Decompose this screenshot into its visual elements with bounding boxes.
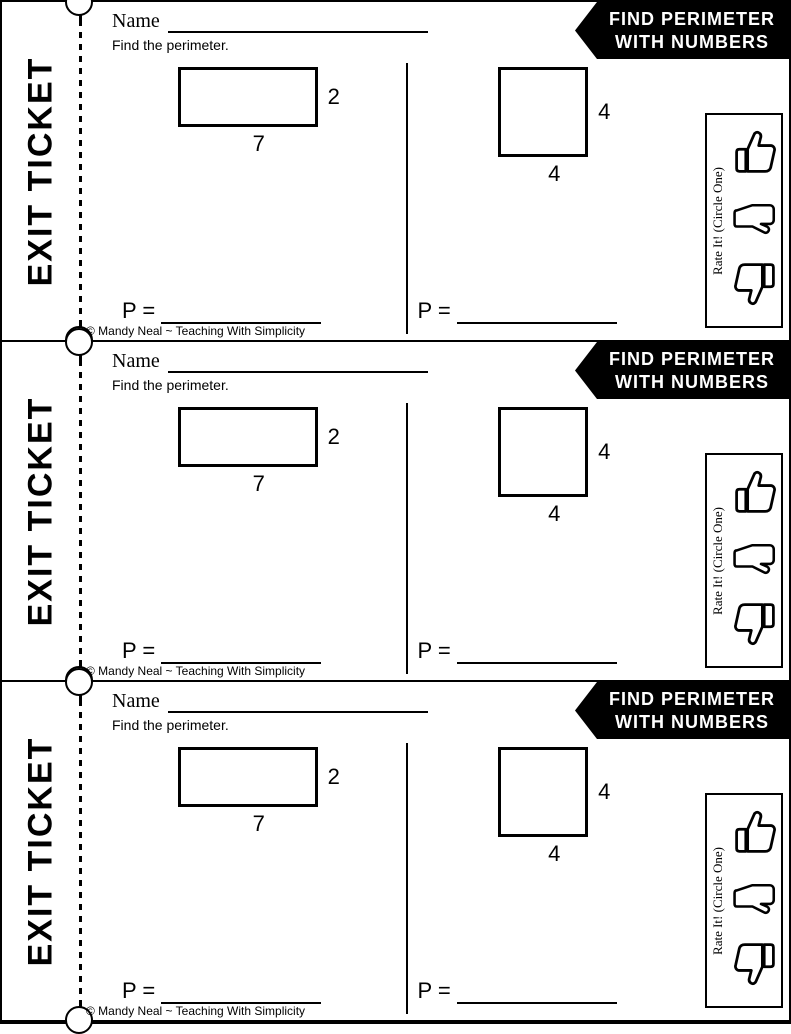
banner-line1: FIND PERIMETER: [609, 8, 775, 31]
problem-1: 2 7 P =: [112, 403, 406, 674]
rate-it-label-wrap: Rate It! (Circle One): [707, 455, 729, 666]
title-banner: FIND PERIMETER WITH NUMBERS: [575, 2, 789, 59]
answer-row: P =: [418, 298, 617, 324]
rate-it-label-wrap: Rate It! (Circle One): [707, 795, 729, 1006]
banner-line1: FIND PERIMETER: [609, 688, 775, 711]
ticket-stub: EXIT TICKET: [2, 2, 82, 340]
answer-prefix: P =: [418, 638, 451, 664]
dim-width: 4: [498, 841, 610, 867]
answer-row: P =: [122, 978, 321, 1004]
dim-height: 2: [328, 764, 340, 790]
answer-prefix: P =: [418, 298, 451, 324]
problems-area: 2 7 P = 4 4: [112, 743, 701, 1014]
thumbs-up-icon[interactable]: [732, 807, 778, 862]
dim-height: 4: [598, 439, 610, 465]
exit-ticket: EXIT TICKET FIND PERIMETER WITH NUMBERS …: [2, 342, 789, 682]
ticket-stub: EXIT TICKET: [2, 342, 82, 680]
rectangle-shape: [178, 747, 318, 807]
banner-line2: WITH NUMBERS: [609, 31, 775, 54]
thumbs-side-icon[interactable]: [732, 873, 778, 928]
square-shape: [498, 747, 588, 837]
ticket-stub: EXIT TICKET: [2, 682, 82, 1020]
ticket-content: FIND PERIMETER WITH NUMBERS Name Find th…: [82, 682, 789, 1020]
problem-1: 2 7 P =: [112, 743, 406, 1014]
answer-input-line[interactable]: [457, 642, 617, 664]
problem-2: 4 4 P =: [406, 63, 702, 334]
name-input-line[interactable]: [168, 11, 428, 33]
dim-height: 2: [328, 84, 340, 110]
dim-width: 7: [178, 131, 340, 157]
answer-row: P =: [418, 978, 617, 1004]
problem-1: 2 7 P =: [112, 63, 406, 334]
problem-2: 4 4 P =: [406, 743, 702, 1014]
answer-input-line[interactable]: [161, 982, 321, 1004]
name-label: Name: [112, 350, 160, 373]
stub-title: EXIT TICKET: [21, 396, 60, 626]
ticket-content: FIND PERIMETER WITH NUMBERS Name Find th…: [82, 342, 789, 680]
answer-prefix: P =: [418, 978, 451, 1004]
answer-input-line[interactable]: [161, 302, 321, 324]
answer-input-line[interactable]: [457, 982, 617, 1004]
answer-prefix: P =: [122, 638, 155, 664]
rectangle-shape: [178, 407, 318, 467]
name-label: Name: [112, 10, 160, 33]
thumbs-up-icon[interactable]: [732, 127, 778, 182]
copyright-text: © Mandy Neal ~ Teaching With Simplicity: [86, 324, 305, 338]
answer-input-line[interactable]: [457, 302, 617, 324]
exit-ticket: EXIT TICKET FIND PERIMETER WITH NUMBERS …: [2, 682, 789, 1022]
stub-title: EXIT TICKET: [21, 736, 60, 966]
rectangle-shape: [178, 67, 318, 127]
dim-width: 4: [498, 161, 610, 187]
problems-area: 2 7 P = 4 4: [112, 63, 701, 334]
copyright-text: © Mandy Neal ~ Teaching With Simplicity: [86, 1004, 305, 1018]
stub-title: EXIT TICKET: [21, 56, 60, 286]
rate-it-label: Rate It! (Circle One): [710, 507, 726, 615]
rate-it-label: Rate It! (Circle One): [710, 847, 726, 955]
rate-it-box: Rate It! (Circle One): [705, 793, 783, 1008]
rate-it-label-wrap: Rate It! (Circle One): [707, 115, 729, 326]
ticket-content: FIND PERIMETER WITH NUMBERS Name Find th…: [82, 2, 789, 340]
square-shape: [498, 407, 588, 497]
dim-width: 7: [178, 471, 340, 497]
dim-height: 4: [598, 99, 610, 125]
dim-height: 2: [328, 424, 340, 450]
title-banner: FIND PERIMETER WITH NUMBERS: [575, 682, 789, 739]
answer-row: P =: [418, 638, 617, 664]
title-banner: FIND PERIMETER WITH NUMBERS: [575, 342, 789, 399]
rate-it-box: Rate It! (Circle One): [705, 113, 783, 328]
thumbs-down-icon[interactable]: [732, 599, 778, 654]
square-shape: [498, 67, 588, 157]
banner-line2: WITH NUMBERS: [609, 711, 775, 734]
answer-prefix: P =: [122, 298, 155, 324]
answer-input-line[interactable]: [161, 642, 321, 664]
dim-width: 4: [498, 501, 610, 527]
banner-line1: FIND PERIMETER: [609, 348, 775, 371]
thumbs-side-icon[interactable]: [732, 533, 778, 588]
thumbs-down-icon[interactable]: [732, 259, 778, 314]
name-input-line[interactable]: [168, 691, 428, 713]
banner-line2: WITH NUMBERS: [609, 371, 775, 394]
thumbs-column: [729, 455, 781, 666]
copyright-text: © Mandy Neal ~ Teaching With Simplicity: [86, 664, 305, 678]
thumbs-up-icon[interactable]: [732, 467, 778, 522]
thumbs-column: [729, 115, 781, 326]
thumbs-side-icon[interactable]: [732, 193, 778, 248]
dim-height: 4: [598, 779, 610, 805]
name-label: Name: [112, 690, 160, 713]
answer-row: P =: [122, 298, 321, 324]
answer-prefix: P =: [122, 978, 155, 1004]
thumbs-column: [729, 795, 781, 1006]
exit-ticket: EXIT TICKET FIND PERIMETER WITH NUMBERS …: [2, 2, 789, 342]
thumbs-down-icon[interactable]: [732, 939, 778, 994]
rate-it-label: Rate It! (Circle One): [710, 167, 726, 275]
answer-row: P =: [122, 638, 321, 664]
rate-it-box: Rate It! (Circle One): [705, 453, 783, 668]
problem-2: 4 4 P =: [406, 403, 702, 674]
dim-width: 7: [178, 811, 340, 837]
name-input-line[interactable]: [168, 351, 428, 373]
problems-area: 2 7 P = 4 4: [112, 403, 701, 674]
